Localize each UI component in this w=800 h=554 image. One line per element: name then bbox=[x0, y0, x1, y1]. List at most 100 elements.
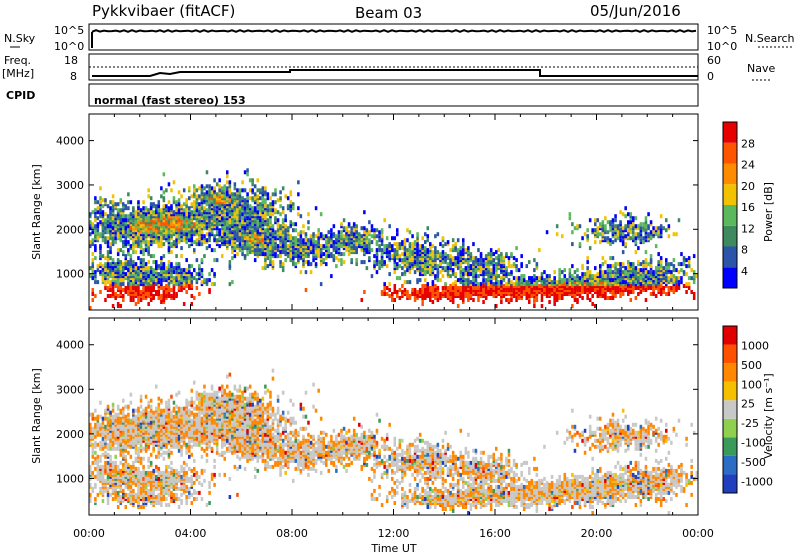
heatmap-cell bbox=[99, 232, 102, 237]
heatmap-cell bbox=[177, 198, 181, 203]
heatmap-cell bbox=[581, 278, 584, 283]
heatmap-cell bbox=[104, 464, 107, 469]
heatmap-cell bbox=[408, 294, 412, 298]
heatmap-cell bbox=[111, 440, 115, 445]
heatmap-cell bbox=[106, 486, 110, 491]
heatmap-cell bbox=[629, 284, 633, 288]
heatmap-cell bbox=[325, 262, 328, 267]
heatmap-cell bbox=[599, 270, 602, 275]
heatmap-cell bbox=[571, 222, 574, 227]
heatmap-cell bbox=[89, 306, 92, 310]
heatmap-cell bbox=[193, 204, 196, 209]
heatmap-cell bbox=[205, 278, 209, 283]
heatmap-cell bbox=[441, 244, 445, 249]
heatmap-cell bbox=[180, 268, 183, 273]
heatmap-cell bbox=[342, 234, 346, 239]
heatmap-cell bbox=[335, 234, 338, 239]
heatmap-cell bbox=[520, 274, 523, 279]
power-ylabel: Slant Range [km] bbox=[30, 164, 43, 260]
heatmap-cell bbox=[264, 204, 267, 209]
heatmap-cell bbox=[606, 264, 610, 269]
heatmap-cell bbox=[89, 422, 92, 427]
heatmap-cell bbox=[462, 276, 465, 281]
heatmap-cell bbox=[114, 412, 117, 417]
heatmap-cell bbox=[515, 298, 518, 302]
heatmap-cell bbox=[132, 238, 135, 243]
heatmap-cell bbox=[170, 294, 173, 298]
heatmap-cell bbox=[241, 196, 244, 201]
heatmap-cell bbox=[129, 262, 133, 267]
heatmap-cell bbox=[289, 234, 293, 239]
heatmap-cell bbox=[200, 236, 204, 241]
heatmap-cell bbox=[94, 474, 97, 479]
heatmap-cell bbox=[198, 202, 201, 207]
heatmap-cell bbox=[665, 266, 668, 271]
heatmap-cell bbox=[621, 212, 625, 217]
heatmap-cell bbox=[241, 204, 244, 209]
heatmap-cell bbox=[144, 266, 148, 271]
heatmap-cell bbox=[464, 272, 468, 277]
heatmap-cell bbox=[228, 180, 232, 185]
heatmap-cell bbox=[360, 234, 364, 239]
y-tick-label: 3000 bbox=[56, 179, 84, 192]
heatmap-cell bbox=[114, 292, 117, 296]
heatmap-cell bbox=[309, 240, 313, 245]
heatmap-cell bbox=[492, 266, 496, 271]
heatmap-cell bbox=[190, 202, 194, 207]
heatmap-cell bbox=[101, 436, 105, 441]
heatmap-cell bbox=[182, 208, 186, 213]
heatmap-cell bbox=[299, 234, 303, 239]
heatmap-cell bbox=[109, 434, 112, 439]
heatmap-cell bbox=[89, 226, 92, 231]
heatmap-cell bbox=[616, 236, 620, 241]
heatmap-cell bbox=[281, 206, 285, 211]
heatmap-cell bbox=[368, 220, 371, 225]
heatmap-cell bbox=[375, 262, 379, 267]
heatmap-cell bbox=[99, 464, 102, 469]
heatmap-cell bbox=[243, 170, 247, 175]
heatmap-cell bbox=[317, 240, 320, 245]
heatmap-cell bbox=[312, 244, 315, 249]
heatmap-cell bbox=[609, 242, 612, 247]
heatmap-cell bbox=[226, 186, 229, 191]
heatmap-cell bbox=[231, 250, 234, 255]
heatmap-cell bbox=[94, 416, 97, 421]
heatmap-cell bbox=[160, 236, 163, 241]
heatmap-cell bbox=[94, 256, 97, 261]
heatmap-cell bbox=[675, 284, 678, 288]
heatmap-cell bbox=[561, 278, 564, 283]
heatmap-cell bbox=[586, 296, 589, 300]
colorbar-tick-label: 16 bbox=[741, 201, 755, 214]
heatmap-cell bbox=[134, 240, 138, 245]
heatmap-cell bbox=[99, 196, 102, 201]
heatmap-cell bbox=[380, 242, 384, 247]
heatmap-cell bbox=[96, 216, 100, 221]
heatmap-cell bbox=[119, 260, 123, 265]
heatmap-cell bbox=[99, 432, 102, 437]
heatmap-cell bbox=[279, 260, 282, 265]
heatmap-cell bbox=[104, 236, 107, 241]
heatmap-cell bbox=[464, 282, 468, 287]
heatmap-cell bbox=[185, 258, 188, 263]
heatmap-cell bbox=[444, 242, 447, 247]
heatmap-cell bbox=[601, 270, 605, 275]
heatmap-cell bbox=[421, 290, 424, 294]
heatmap-cell bbox=[477, 286, 480, 290]
heatmap-cell bbox=[228, 264, 232, 269]
heatmap-cell bbox=[203, 278, 206, 283]
heatmap-cell bbox=[96, 280, 100, 285]
heatmap-cell bbox=[555, 232, 559, 237]
heatmap-cell bbox=[119, 248, 123, 253]
heatmap-cell bbox=[111, 200, 115, 205]
heatmap-cell bbox=[385, 236, 389, 241]
heatmap-cell bbox=[266, 196, 270, 201]
heatmap-cell bbox=[383, 244, 386, 249]
heatmap-cell bbox=[256, 248, 260, 253]
heatmap-cell bbox=[264, 266, 267, 271]
heatmap-cell bbox=[122, 298, 125, 302]
heatmap-cell bbox=[114, 262, 117, 267]
heatmap-cell bbox=[129, 254, 133, 259]
heatmap-cell bbox=[594, 304, 597, 308]
heatmap-cell bbox=[246, 192, 249, 197]
heatmap-cell bbox=[96, 268, 100, 273]
